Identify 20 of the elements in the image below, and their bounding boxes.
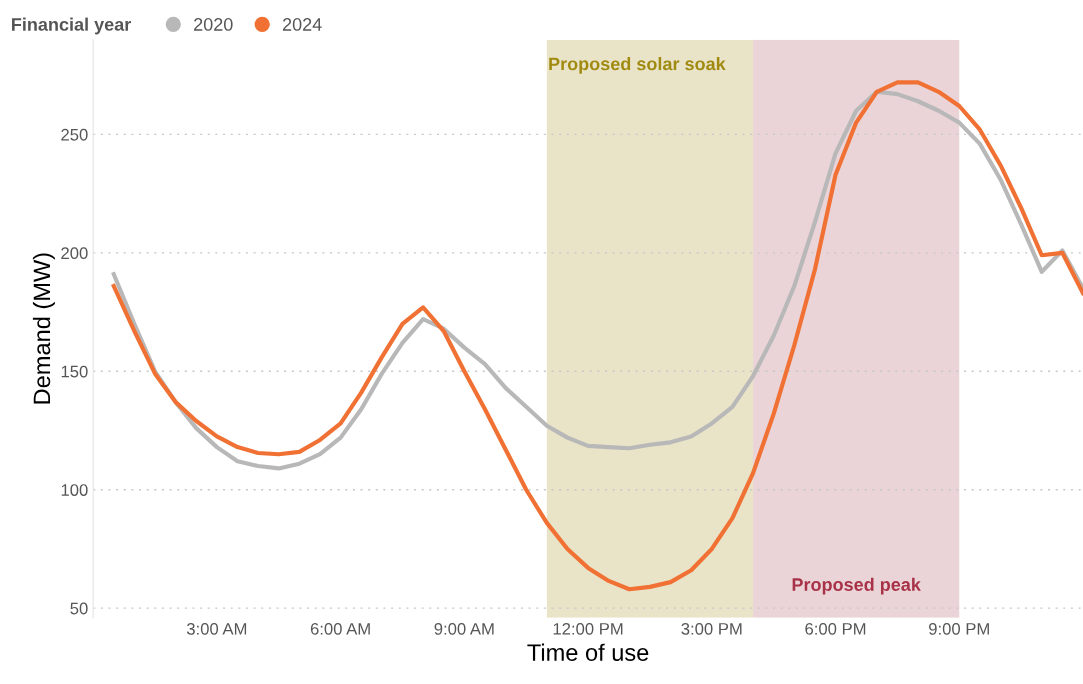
band-label: Proposed solar soak bbox=[549, 57, 726, 74]
x-tick-label: 3:00 AM bbox=[186, 622, 247, 635]
y-tick-label: 250 bbox=[61, 128, 88, 141]
band-label: Proposed peak bbox=[792, 577, 921, 595]
y-axis-title: Demand (MW) bbox=[32, 253, 55, 404]
x-tick-label: 6:00 AM bbox=[310, 622, 370, 635]
line-series bbox=[111, 89, 1083, 471]
y-tick-label: 200 bbox=[61, 247, 88, 260]
y-tick-label: 100 bbox=[61, 484, 88, 496]
x-tick-label: 6:00 PM bbox=[805, 622, 866, 635]
x-axis-title: Time of use bbox=[527, 643, 649, 661]
legend-title: Financial year bbox=[12, 17, 131, 35]
x-tick-label: 3:00 PM bbox=[681, 622, 742, 635]
y-tick-label: 50 bbox=[70, 602, 88, 615]
y-tick-label: 150 bbox=[61, 365, 88, 378]
legend-label: 2020 bbox=[194, 18, 233, 31]
legend-label: 2024 bbox=[282, 18, 322, 31]
x-tick-label: 9:00 PM bbox=[929, 622, 989, 635]
x-tick-label: 12:00 PM bbox=[553, 622, 623, 635]
x-tick-label: 9:00 AM bbox=[434, 622, 494, 635]
